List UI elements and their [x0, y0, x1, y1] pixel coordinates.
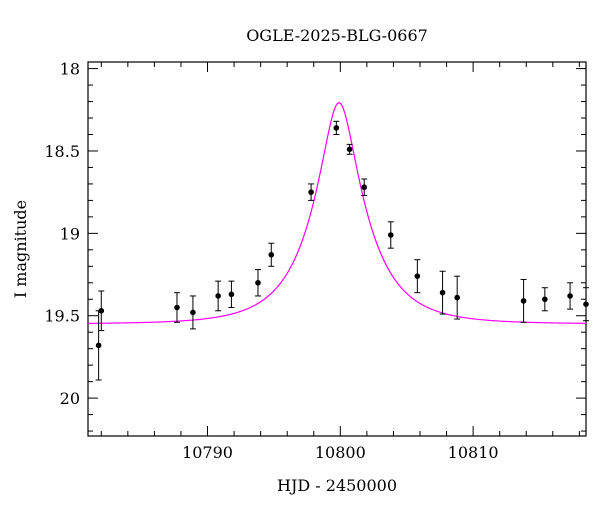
axis-ticks: 10790 10800 10810 18 18.5 19 19.5 20: [44, 60, 586, 462]
x-tick-label: 10810: [448, 443, 499, 462]
data-marker: [542, 296, 548, 303]
data-marker: [333, 125, 340, 131]
y-tick-label: 20: [60, 389, 80, 408]
data-point: [189, 295, 196, 330]
data-point: [308, 183, 315, 201]
data-marker: [95, 342, 102, 349]
data-points-layer: [95, 120, 589, 381]
data-point: [387, 221, 394, 249]
data-marker: [567, 293, 573, 299]
data-marker: [190, 309, 196, 316]
data-marker: [346, 146, 353, 153]
y-tick-label: 19: [60, 224, 80, 243]
data-marker: [387, 232, 394, 238]
model-curve: [87, 102, 587, 324]
data-marker: [454, 294, 460, 301]
y-tick-label: 18.5: [44, 142, 80, 161]
data-point: [454, 275, 461, 320]
data-point: [439, 270, 446, 315]
data-point: [95, 310, 102, 381]
data-point: [541, 287, 548, 312]
data-marker: [174, 304, 180, 311]
data-marker: [98, 307, 105, 314]
data-point: [333, 120, 340, 135]
x-tick-label: 10800: [315, 443, 366, 462]
data-point: [567, 282, 574, 310]
model-curve-layer: [87, 102, 587, 324]
data-point: [520, 278, 527, 323]
data-marker: [361, 184, 368, 191]
data-marker: [583, 301, 589, 307]
data-marker: [308, 189, 314, 195]
data-marker: [255, 279, 261, 286]
data-marker: [520, 298, 527, 304]
y-tick-label: 18: [60, 60, 80, 79]
data-point: [254, 269, 261, 297]
data-marker: [215, 293, 221, 299]
data-point: [583, 287, 589, 322]
data-point: [98, 290, 105, 332]
x-tick-label: 10790: [182, 443, 233, 462]
data-point: [414, 259, 421, 294]
data-point: [346, 143, 353, 155]
data-point: [361, 178, 368, 196]
y-axis-label: I magnitude: [11, 200, 30, 298]
data-marker: [414, 273, 421, 279]
data-point: [215, 280, 222, 312]
x-axis-label: HJD - 2450000: [277, 476, 397, 495]
data-marker: [228, 291, 235, 298]
chart-title: OGLE-2025-BLG-0667: [246, 26, 428, 45]
data-marker: [268, 251, 275, 258]
data-marker: [439, 289, 446, 296]
data-point: [268, 242, 275, 267]
data-point: [173, 292, 180, 323]
data-point: [228, 280, 235, 308]
plot-frame: [87, 61, 587, 437]
y-tick-label: 19.5: [44, 307, 80, 326]
